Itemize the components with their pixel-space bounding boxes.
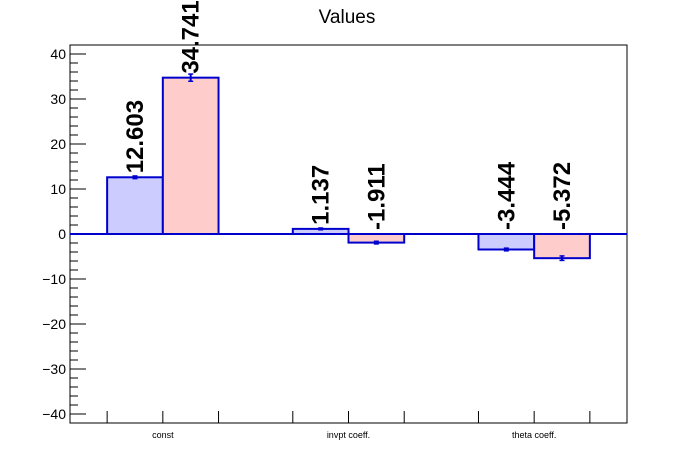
- data-labels: 12.603 1.137 -3.444 34.741 -1.911 -5.372: [122, 0, 576, 230]
- y-tick-label: 10: [50, 181, 66, 197]
- y-tick-label: −10: [42, 271, 66, 287]
- y-axis: −40 −30 −20 −10 0 10 20 30 40: [42, 46, 86, 422]
- x-category-label: const: [152, 430, 174, 440]
- bars: [106, 73, 591, 262]
- data-label: 12.603: [122, 100, 149, 173]
- y-tick-label: −30: [42, 361, 66, 377]
- y-tick-label: 0: [58, 226, 66, 242]
- y-tick-label: −20: [42, 316, 66, 332]
- bar: [477, 233, 536, 251]
- data-label: 1.137: [308, 165, 335, 225]
- data-label: 34.741: [178, 0, 205, 73]
- y-tick-label: −40: [42, 406, 66, 422]
- y-tick-label: 20: [50, 136, 66, 152]
- x-axis: const invpt coeff. theta coeff.: [106, 411, 591, 440]
- x-category-label: theta coeff.: [512, 430, 556, 440]
- data-label: -1.911: [363, 163, 390, 230]
- bar: [106, 176, 164, 235]
- bar: [533, 233, 591, 260]
- data-label: -5.372: [549, 162, 576, 230]
- chart-title: Values: [319, 7, 376, 28]
- y-tick-label: 30: [50, 91, 66, 107]
- x-category-label: invpt coeff.: [327, 430, 370, 440]
- y-tick-label: 40: [50, 46, 66, 62]
- bar: [161, 76, 220, 235]
- data-label: -3.444: [493, 161, 520, 230]
